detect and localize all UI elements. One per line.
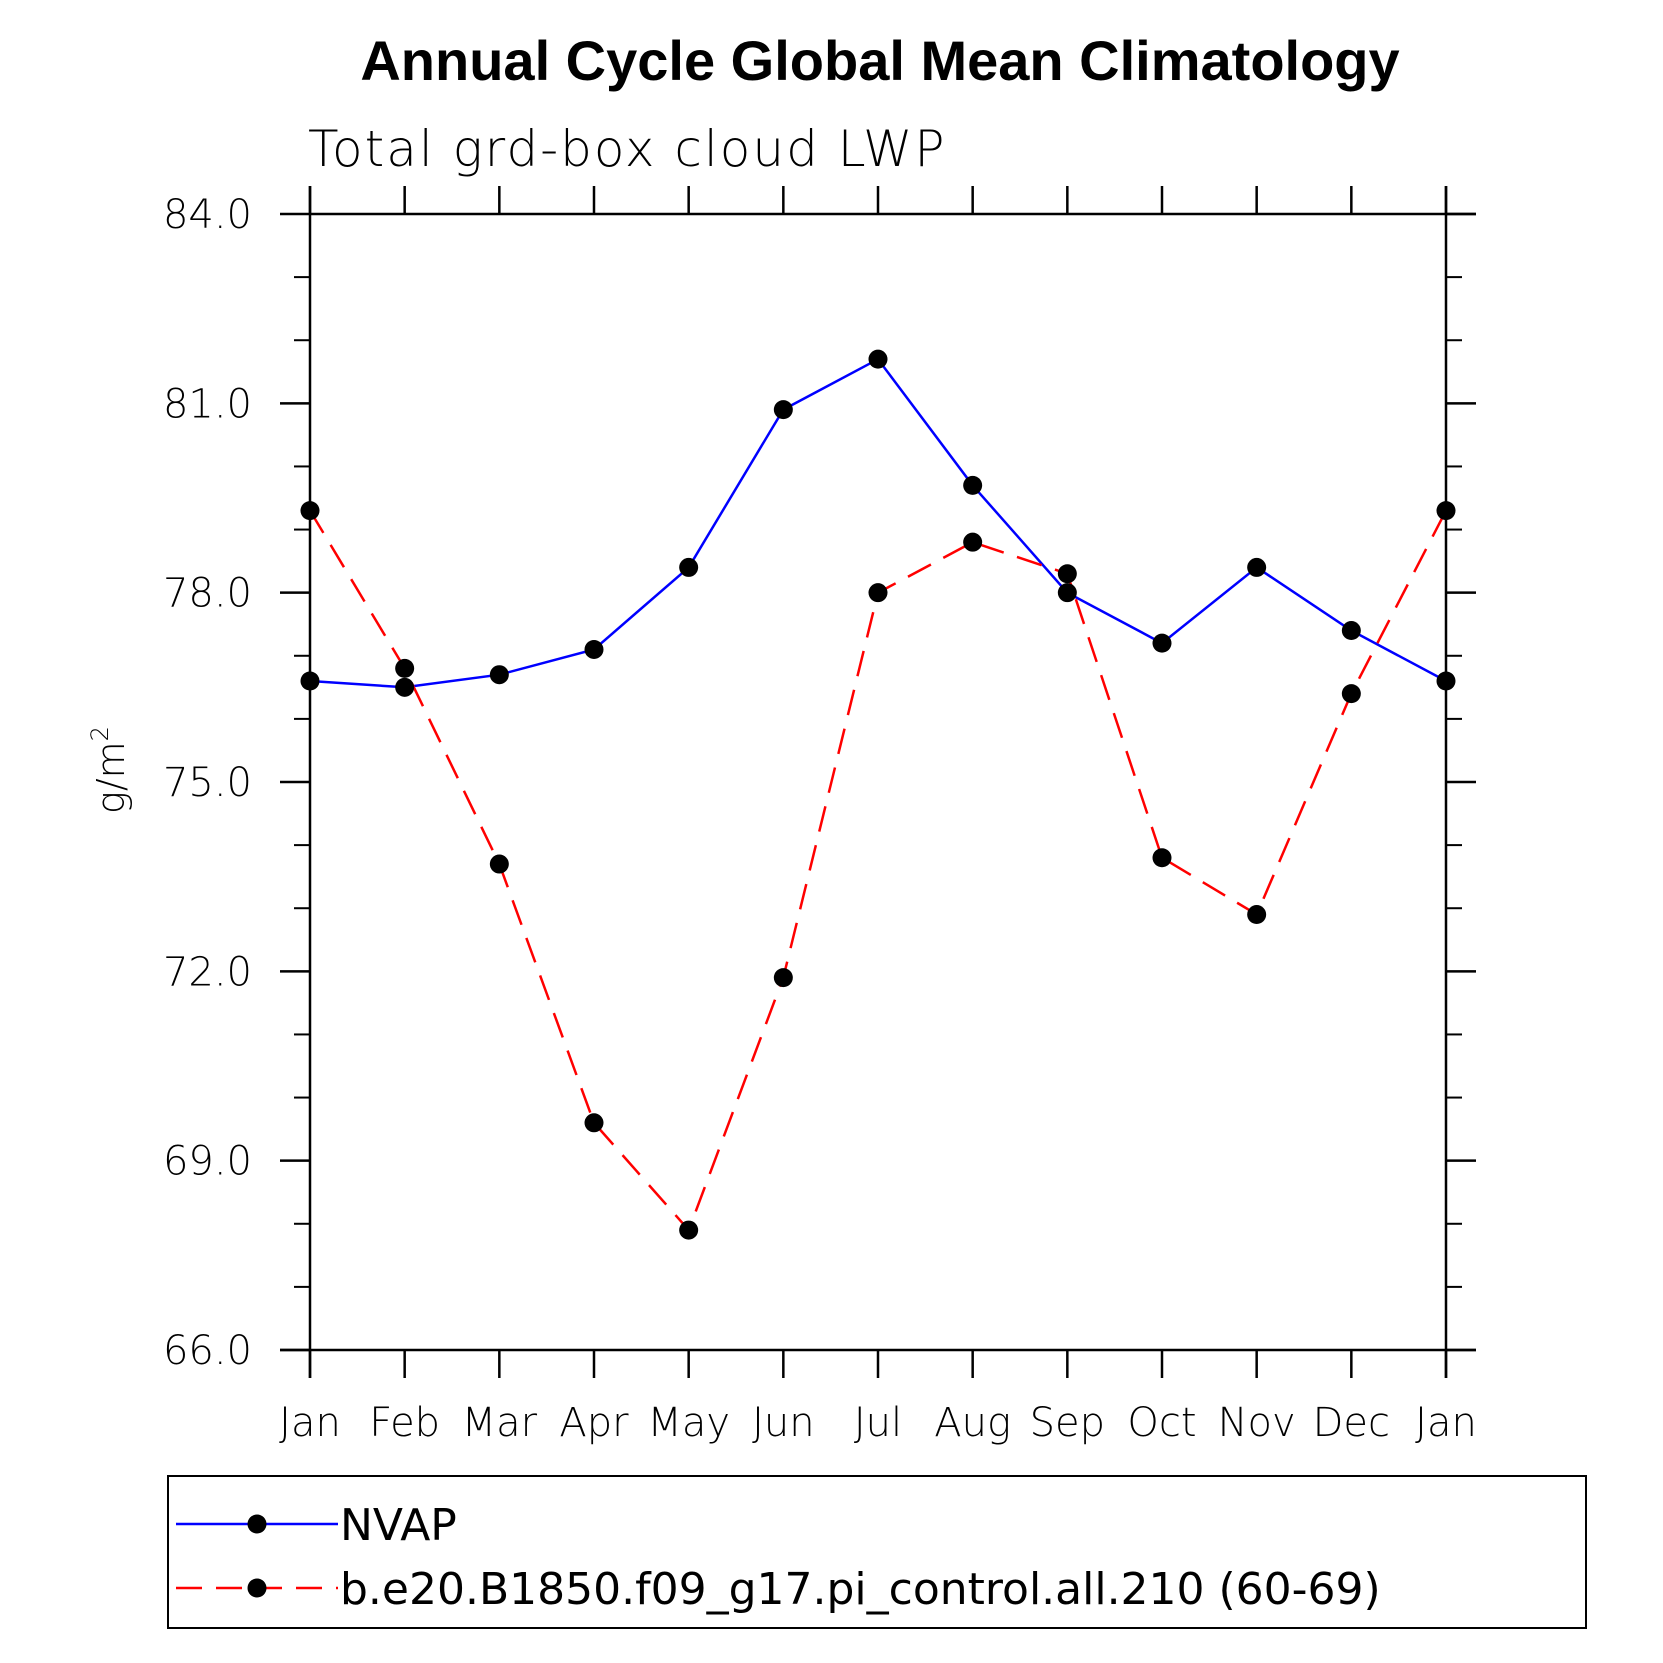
y-tick-label: 66.0 [163,1328,252,1374]
svg-text:g/m2: g/m2 [86,726,133,814]
x-tick-label: Jul [854,1400,902,1446]
series-1-point [584,1113,604,1133]
series-1-point [395,658,415,678]
y-tick-label: 69.0 [163,1139,252,1185]
series-line-0 [309,357,1447,689]
series-1-point [1436,501,1456,521]
x-tick-label: Nov [1218,1400,1296,1446]
y-tick-label: 81.0 [163,381,252,427]
series-1-point [963,532,983,552]
series-1-point [1247,905,1267,925]
x-tick-label: Apr [559,1400,629,1446]
series-0-point [1247,557,1267,577]
x-tick-label: Mar [462,1400,538,1446]
legend-label-0: NVAP [340,1500,457,1551]
series-1-point [1341,684,1361,704]
series-0-point [1057,583,1077,603]
series-1-point [679,1220,699,1240]
series-1-point [1057,564,1077,584]
x-tick-label: Jun [752,1400,815,1446]
y-axis-label-superscript: 2 [86,726,114,741]
legend-box [167,1475,1587,1629]
series-0-point [300,671,320,691]
x-tick-label: Dec [1313,1400,1390,1446]
series-0-point [679,557,699,577]
y-tick-label: 72.0 [163,949,252,995]
series-lines [308,357,1448,1233]
y-axis-label: g/m2 [86,726,133,814]
legend-marker-1 [247,1578,267,1598]
series-0-point [963,475,983,495]
series-0-point [1436,671,1456,691]
series-0-point [1152,633,1172,653]
series-1-point [773,968,793,988]
x-tick-label: Sep [1030,1400,1105,1446]
x-tick-label: Jan [279,1400,341,1446]
chart-subtitle: Total grd-box cloud LWP [308,120,947,178]
series-0-point [1341,621,1361,641]
y-axis-label-text: g/m [89,741,133,814]
series-1-point [868,583,888,603]
chart-title: Annual Cycle Global Mean Climatology [360,29,1399,92]
series-line-1 [308,509,1448,1233]
series-0-point [489,665,509,685]
axis-ticks: 66.0 69.0 72.0 75.0 78.0 81.0 84.0 Jan Feb Mar Apr… [163,186,1477,1446]
series-0-point [395,677,415,697]
series-1-point [1152,848,1172,868]
x-tick-label: May [647,1400,730,1446]
legend: NVAP b.e20.B1850.f09_g17.pi_control.all.2… [167,1475,1587,1629]
series-0-point [773,400,793,420]
series-0-point [584,639,604,659]
series-1-point [300,501,320,521]
legend-label-1: b.e20.B1850.f09_g17.pi_control.all.210 (… [340,1564,1381,1615]
x-tick-label: Feb [369,1400,440,1446]
y-tick-label: 78.0 [163,571,252,617]
y-tick-label: 84.0 [163,192,252,238]
legend-marker-0 [247,1514,267,1534]
x-tick-label: Jan [1415,1400,1477,1446]
x-tick-label: Oct [1127,1400,1196,1446]
series-0-point [868,349,888,369]
series-1-point [489,854,509,874]
series-markers [300,349,1456,1240]
x-tick-label: Aug [934,1400,1011,1446]
y-tick-label: 75.0 [163,760,252,806]
